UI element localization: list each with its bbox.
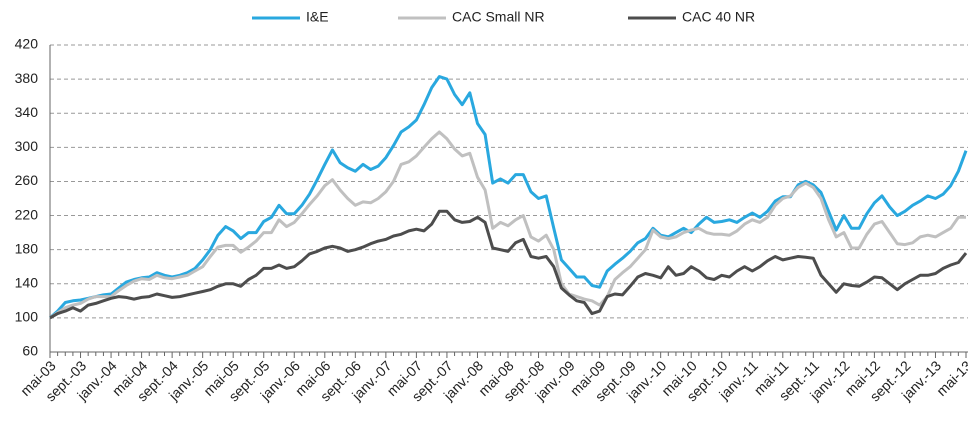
y-tick-label: 300: [15, 138, 39, 154]
legend-label: CAC Small NR: [452, 9, 545, 25]
legend-label: CAC 40 NR: [682, 9, 755, 25]
series-line: [49, 130, 966, 320]
series-line: [49, 209, 968, 320]
y-tick-label: 140: [15, 274, 39, 290]
y-tick-label: 420: [15, 36, 39, 52]
legend-label: I&E: [306, 9, 329, 25]
y-tick-label: 380: [15, 70, 39, 86]
y-tick-label: 260: [15, 172, 39, 188]
series-line: [48, 75, 968, 320]
y-tick-label: 180: [15, 240, 39, 256]
y-tick-label: 340: [15, 104, 39, 120]
y-tick-label: 220: [15, 206, 39, 222]
y-tick-label: 60: [22, 343, 38, 359]
y-tick-label: 100: [15, 309, 39, 325]
